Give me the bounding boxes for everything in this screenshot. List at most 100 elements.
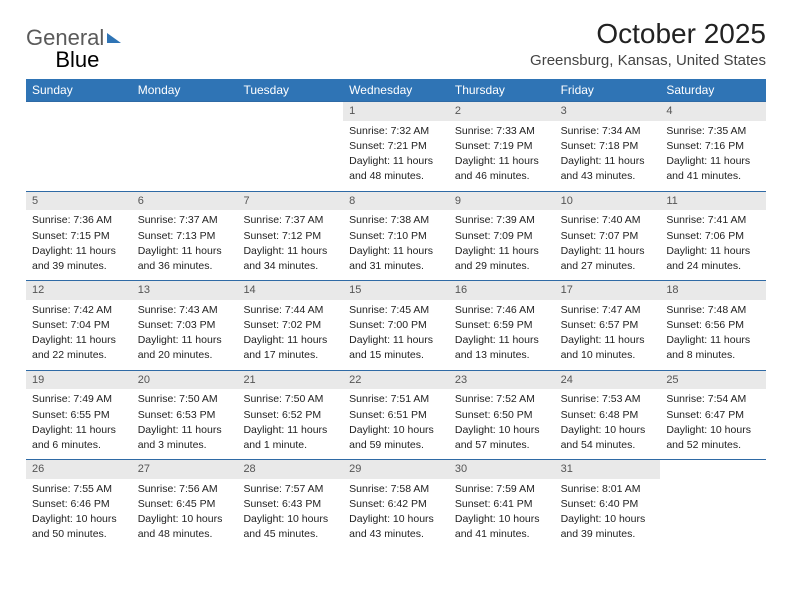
- day-info-line: and 43 minutes.: [561, 169, 655, 183]
- day-info-line: and 27 minutes.: [561, 259, 655, 273]
- day-info-line: Sunrise: 7:47 AM: [561, 303, 655, 317]
- day-header-cell: Thursday: [449, 79, 555, 101]
- day-info: Sunrise: 7:56 AMSunset: 6:45 PMDaylight:…: [132, 482, 238, 542]
- day-info-line: Daylight: 11 hours: [349, 333, 443, 347]
- calendar-cell: 1 Sunrise: 7:32 AMSunset: 7:21 PMDaylight…: [343, 102, 449, 191]
- day-info-line: Sunset: 7:16 PM: [666, 139, 760, 153]
- month-title: October 2025: [26, 18, 766, 50]
- day-number: 21: [237, 371, 343, 390]
- day-info-line: Daylight: 10 hours: [561, 512, 655, 526]
- day-info-line: Daylight: 11 hours: [455, 333, 549, 347]
- day-info-line: Daylight: 10 hours: [138, 512, 232, 526]
- day-info-line: Daylight: 11 hours: [349, 244, 443, 258]
- day-info: Sunrise: 7:51 AMSunset: 6:51 PMDaylight:…: [343, 392, 449, 452]
- day-info: Sunrise: 7:58 AMSunset: 6:42 PMDaylight:…: [343, 482, 449, 542]
- day-number: 6: [132, 192, 238, 211]
- day-info-line: Daylight: 10 hours: [32, 512, 126, 526]
- calendar-cell: 0....: [660, 460, 766, 549]
- day-info-line: and 8 minutes.: [666, 348, 760, 362]
- day-info-line: Sunset: 7:04 PM: [32, 318, 126, 332]
- day-info-line: Sunrise: 8:01 AM: [561, 482, 655, 496]
- calendar-cell: 29Sunrise: 7:58 AMSunset: 6:42 PMDayligh…: [343, 460, 449, 549]
- calendar-cell: 23Sunrise: 7:52 AMSunset: 6:50 PMDayligh…: [449, 371, 555, 460]
- day-info-line: and 36 minutes.: [138, 259, 232, 273]
- day-info-line: Daylight: 11 hours: [243, 333, 337, 347]
- day-number: 8: [343, 192, 449, 211]
- day-info-line: Sunset: 6:43 PM: [243, 497, 337, 511]
- day-info: Sunrise: 7:39 AMSunset: 7:09 PMDaylight:…: [449, 213, 555, 273]
- day-number: 1: [343, 102, 449, 121]
- day-info-line: and 59 minutes.: [349, 438, 443, 452]
- day-number: 16: [449, 281, 555, 300]
- day-header-cell: Sunday: [26, 79, 132, 101]
- day-info: Sunrise: 7:52 AMSunset: 6:50 PMDaylight:…: [449, 392, 555, 452]
- day-info-line: Sunrise: 7:58 AM: [349, 482, 443, 496]
- day-header-cell: Monday: [132, 79, 238, 101]
- calendar-week: 26Sunrise: 7:55 AMSunset: 6:46 PMDayligh…: [26, 459, 766, 549]
- day-info-line: Sunrise: 7:56 AM: [138, 482, 232, 496]
- day-info: Sunrise: 7:32 AMSunset: 7:21 PMDaylight:…: [343, 124, 449, 184]
- day-info-line: Daylight: 11 hours: [455, 244, 549, 258]
- calendar-cell: 26Sunrise: 7:55 AMSunset: 6:46 PMDayligh…: [26, 460, 132, 549]
- day-number: 17: [555, 281, 661, 300]
- day-info-line: Sunset: 6:57 PM: [561, 318, 655, 332]
- day-info-line: Sunset: 6:53 PM: [138, 408, 232, 422]
- day-info-line: Sunset: 6:52 PM: [243, 408, 337, 422]
- day-info-line: and 50 minutes.: [32, 527, 126, 541]
- calendar-weeks: 0....0....0....1Sunrise: 7:32 AMSunset: …: [26, 101, 766, 549]
- day-info-line: Sunrise: 7:38 AM: [349, 213, 443, 227]
- day-info-line: and 39 minutes.: [32, 259, 126, 273]
- day-info-line: and 15 minutes.: [349, 348, 443, 362]
- day-info-line: Daylight: 11 hours: [455, 154, 549, 168]
- day-number: 2: [449, 102, 555, 121]
- day-number: 24: [555, 371, 661, 390]
- day-info-line: Daylight: 11 hours: [349, 154, 443, 168]
- day-info-line: Daylight: 11 hours: [138, 244, 232, 258]
- calendar-cell: 18Sunrise: 7:48 AMSunset: 6:56 PMDayligh…: [660, 281, 766, 370]
- day-info-line: Sunrise: 7:34 AM: [561, 124, 655, 138]
- day-info-line: Sunrise: 7:50 AM: [243, 392, 337, 406]
- day-info-line: Sunset: 7:07 PM: [561, 229, 655, 243]
- day-info-line: Sunset: 6:40 PM: [561, 497, 655, 511]
- calendar-cell: 13Sunrise: 7:43 AMSunset: 7:03 PMDayligh…: [132, 281, 238, 370]
- calendar-cell: 28Sunrise: 7:57 AMSunset: 6:43 PMDayligh…: [237, 460, 343, 549]
- calendar-cell: 17Sunrise: 7:47 AMSunset: 6:57 PMDayligh…: [555, 281, 661, 370]
- day-info-line: and 41 minutes.: [455, 527, 549, 541]
- day-info-line: and 54 minutes.: [561, 438, 655, 452]
- day-info: Sunrise: 7:40 AMSunset: 7:07 PMDaylight:…: [555, 213, 661, 273]
- day-info: Sunrise: 7:37 AMSunset: 7:13 PMDaylight:…: [132, 213, 238, 273]
- day-info-line: Daylight: 10 hours: [455, 423, 549, 437]
- location-text: Greensburg, Kansas, United States: [26, 52, 766, 69]
- day-info-line: Sunset: 7:00 PM: [349, 318, 443, 332]
- day-info-line: Sunset: 6:51 PM: [349, 408, 443, 422]
- day-header-cell: Friday: [555, 79, 661, 101]
- calendar-cell: 9Sunrise: 7:39 AMSunset: 7:09 PMDaylight…: [449, 192, 555, 281]
- page-header: October 2025 Greensburg, Kansas, United …: [26, 18, 766, 69]
- day-info: Sunrise: 7:34 AMSunset: 7:18 PMDaylight:…: [555, 124, 661, 184]
- day-info-line: Sunset: 6:50 PM: [455, 408, 549, 422]
- day-header-cell: Tuesday: [237, 79, 343, 101]
- logo-text-2: Blue: [55, 47, 99, 72]
- calendar-cell: 24Sunrise: 7:53 AMSunset: 6:48 PMDayligh…: [555, 371, 661, 460]
- day-info-line: and 22 minutes.: [32, 348, 126, 362]
- calendar-cell: 0....: [26, 102, 132, 191]
- day-info: Sunrise: 7:48 AMSunset: 6:56 PMDaylight:…: [660, 303, 766, 363]
- day-info: Sunrise: 7:55 AMSunset: 6:46 PMDaylight:…: [26, 482, 132, 542]
- day-info-line: Sunrise: 7:35 AM: [666, 124, 760, 138]
- day-number: 12: [26, 281, 132, 300]
- day-info-line: Sunset: 7:12 PM: [243, 229, 337, 243]
- day-info-line: Sunset: 7:10 PM: [349, 229, 443, 243]
- day-info-line: Sunset: 6:55 PM: [32, 408, 126, 422]
- day-info: Sunrise: 7:54 AMSunset: 6:47 PMDaylight:…: [660, 392, 766, 452]
- day-info-line: and 17 minutes.: [243, 348, 337, 362]
- day-info-line: Sunrise: 7:39 AM: [455, 213, 549, 227]
- calendar-cell: 31Sunrise: 8:01 AMSunset: 6:40 PMDayligh…: [555, 460, 661, 549]
- day-info-line: Sunrise: 7:46 AM: [455, 303, 549, 317]
- day-info-line: Daylight: 10 hours: [666, 423, 760, 437]
- calendar-cell: 11Sunrise: 7:41 AMSunset: 7:06 PMDayligh…: [660, 192, 766, 281]
- day-info-line: Daylight: 10 hours: [561, 423, 655, 437]
- day-info-line: Sunrise: 7:41 AM: [666, 213, 760, 227]
- day-info-line: Daylight: 11 hours: [243, 244, 337, 258]
- calendar-week: 5Sunrise: 7:36 AMSunset: 7:15 PMDaylight…: [26, 191, 766, 281]
- day-info-line: Sunrise: 7:49 AM: [32, 392, 126, 406]
